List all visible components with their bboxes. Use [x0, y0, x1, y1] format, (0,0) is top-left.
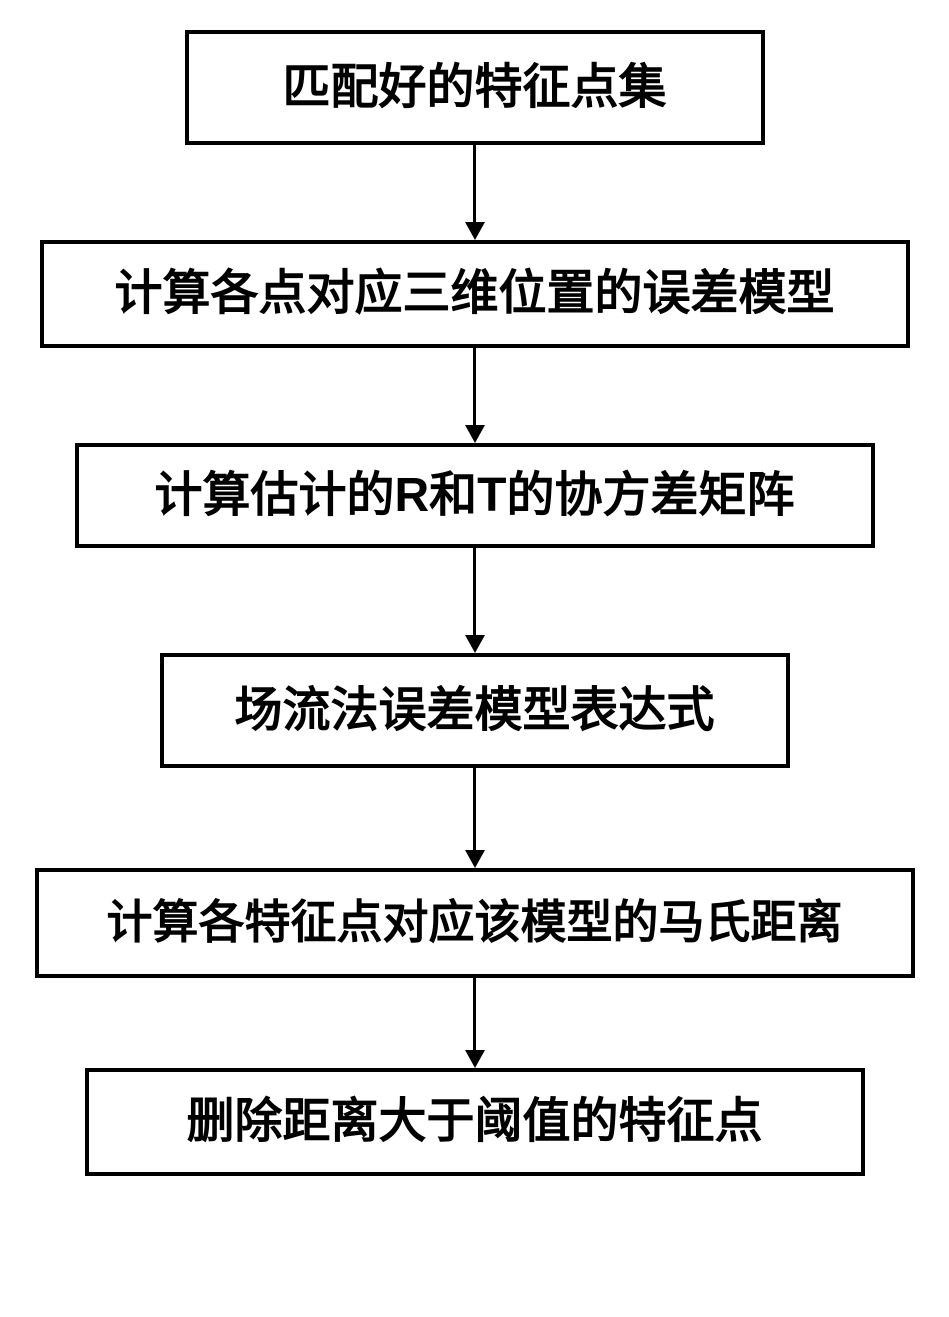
- flowchart-box-1: 匹配好的特征点集: [185, 30, 765, 145]
- arrow-line: [473, 548, 476, 635]
- flowchart-arrow-3: [465, 548, 485, 653]
- flowchart-box-label-5: 计算各特征点对应该模型的马氏距离: [107, 895, 843, 950]
- flowchart-box-5: 计算各特征点对应该模型的马氏距离: [35, 868, 915, 978]
- flowchart-arrow-1: [465, 145, 485, 240]
- flowchart-box-4: 场流法误差模型表达式: [160, 653, 790, 768]
- flowchart-box-2: 计算各点对应三维位置的误差模型: [40, 240, 910, 348]
- flowchart-box-6: 删除距离大于阈值的特征点: [85, 1068, 865, 1176]
- flowchart-box-label-2: 计算各点对应三维位置的误差模型: [114, 265, 834, 323]
- arrow-head-icon: [465, 425, 485, 443]
- flowchart-box-label-3: 计算估计的R和T的协方差矩阵: [155, 467, 795, 525]
- arrow-line: [473, 768, 476, 850]
- flowchart-box-label-6: 删除距离大于阈值的特征点: [186, 1093, 762, 1151]
- arrow-line: [473, 348, 476, 425]
- flowchart-arrow-4: [465, 768, 485, 868]
- arrow-head-icon: [465, 635, 485, 653]
- flowchart-arrow-5: [465, 978, 485, 1068]
- flowchart-box-3: 计算估计的R和T的协方差矩阵: [75, 443, 875, 548]
- arrow-head-icon: [465, 222, 485, 240]
- arrow-head-icon: [465, 850, 485, 868]
- arrow-head-icon: [465, 1050, 485, 1068]
- flowchart-container: 匹配好的特征点集计算各点对应三维位置的误差模型计算估计的R和T的协方差矩阵场流法…: [0, 0, 949, 1176]
- flowchart-arrow-2: [465, 348, 485, 443]
- arrow-line: [473, 145, 476, 222]
- flowchart-box-label-1: 匹配好的特征点集: [282, 59, 666, 117]
- flowchart-box-label-4: 场流法误差模型表达式: [234, 682, 714, 740]
- arrow-line: [473, 978, 476, 1050]
